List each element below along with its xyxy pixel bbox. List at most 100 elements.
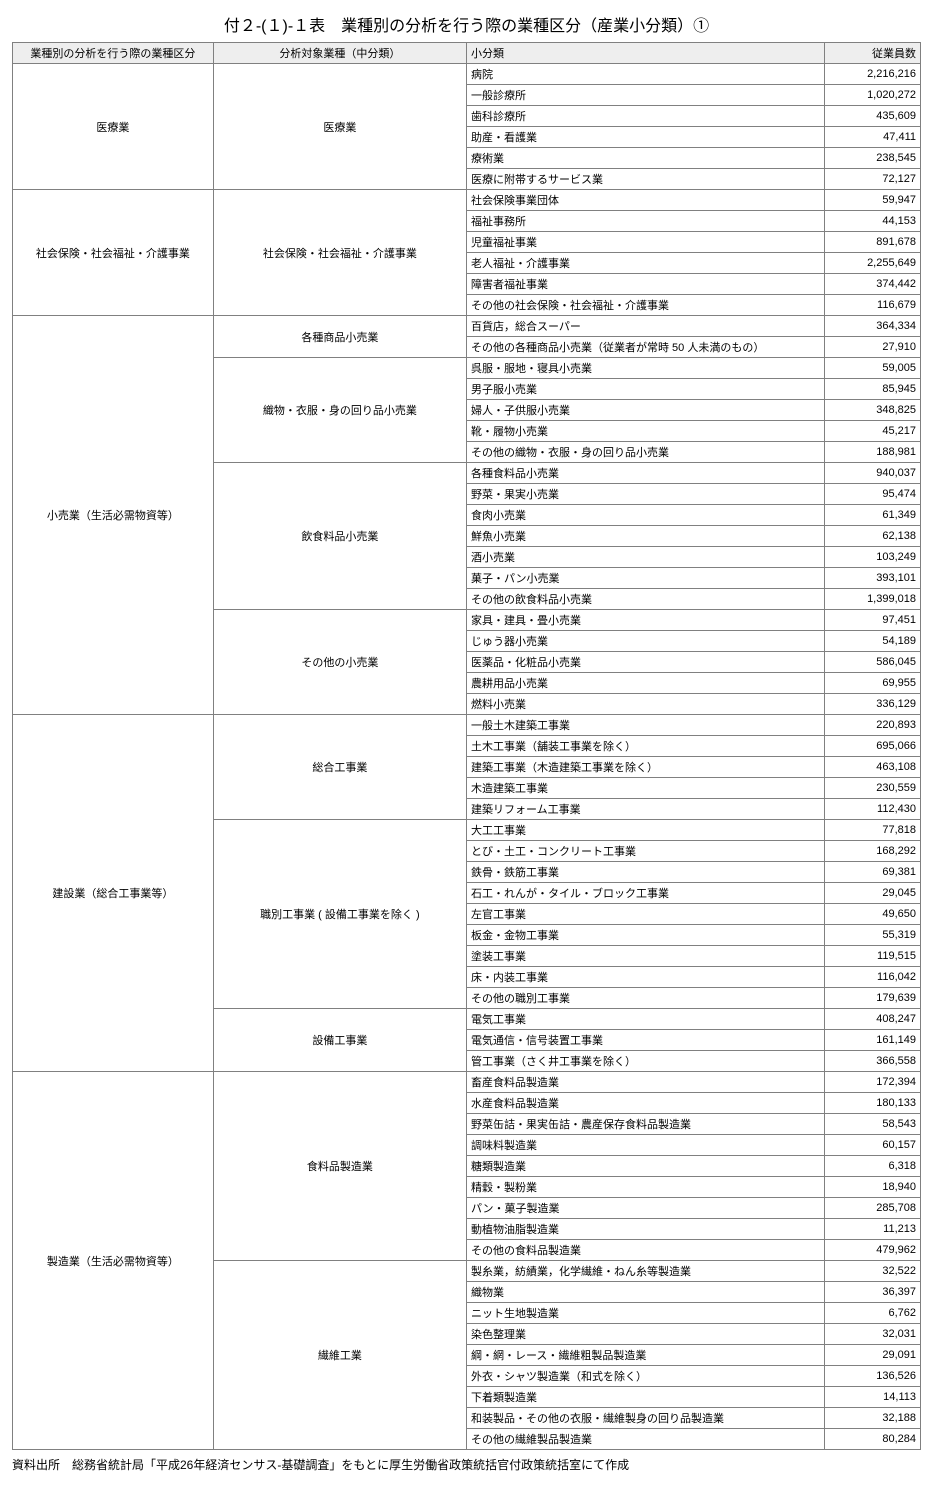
employees-cell: 695,066 — [824, 736, 920, 757]
subcategory-cell: 医療に附帯するサービス業 — [466, 169, 824, 190]
employees-cell: 45,217 — [824, 421, 920, 442]
employees-cell: 27,910 — [824, 337, 920, 358]
employees-cell: 393,101 — [824, 568, 920, 589]
midcategory-cell: その他の小売業 — [213, 610, 466, 715]
employees-cell: 374,442 — [824, 274, 920, 295]
subcategory-cell: パン・菓子製造業 — [466, 1198, 824, 1219]
subcategory-cell: 板金・金物工事業 — [466, 925, 824, 946]
employees-cell: 586,045 — [824, 652, 920, 673]
subcategory-cell: 福祉事務所 — [466, 211, 824, 232]
subcategory-cell: 電気工事業 — [466, 1009, 824, 1030]
employees-cell: 80,284 — [824, 1429, 920, 1450]
subcategory-cell: 精穀・製粉業 — [466, 1177, 824, 1198]
category-cell: 小売業（生活必需物資等） — [13, 316, 214, 715]
employees-cell: 112,430 — [824, 799, 920, 820]
table-row: 製造業（生活必需物資等）食料品製造業畜産食料品製造業172,394 — [13, 1072, 921, 1093]
subcategory-cell: 下着類製造業 — [466, 1387, 824, 1408]
employees-cell: 55,319 — [824, 925, 920, 946]
employees-cell: 2,255,649 — [824, 253, 920, 274]
subcategory-cell: 電気通信・信号装置工事業 — [466, 1030, 824, 1051]
employees-cell: 85,945 — [824, 379, 920, 400]
employees-cell: 47,411 — [824, 127, 920, 148]
subcategory-cell: 歯科診療所 — [466, 106, 824, 127]
midcategory-cell: 社会保険・社会福祉・介護事業 — [213, 190, 466, 316]
employees-cell: 18,940 — [824, 1177, 920, 1198]
employees-cell: 6,762 — [824, 1303, 920, 1324]
subcategory-cell: とび・土工・コンクリート工事業 — [466, 841, 824, 862]
employees-cell: 1,399,018 — [824, 589, 920, 610]
subcategory-cell: 社会保険事業団体 — [466, 190, 824, 211]
employees-cell: 119,515 — [824, 946, 920, 967]
subcategory-cell: 一般診療所 — [466, 85, 824, 106]
subcategory-cell: 靴・履物小売業 — [466, 421, 824, 442]
subcategory-cell: 百貨店，総合スーパー — [466, 316, 824, 337]
table-row: 社会保険・社会福祉・介護事業社会保険・社会福祉・介護事業社会保険事業団体59,9… — [13, 190, 921, 211]
employees-cell: 463,108 — [824, 757, 920, 778]
subcategory-cell: その他の飲食料品小売業 — [466, 589, 824, 610]
employees-cell: 11,213 — [824, 1219, 920, 1240]
employees-cell: 49,650 — [824, 904, 920, 925]
subcategory-cell: 鉄骨・鉄筋工事業 — [466, 862, 824, 883]
subcategory-cell: 呉服・服地・寝具小売業 — [466, 358, 824, 379]
employees-cell: 435,609 — [824, 106, 920, 127]
subcategory-cell: 和装製品・その他の衣服・繊維製身の回り品製造業 — [466, 1408, 824, 1429]
employees-cell: 366,558 — [824, 1051, 920, 1072]
subcategory-cell: その他の食料品製造業 — [466, 1240, 824, 1261]
category-cell: 製造業（生活必需物資等） — [13, 1072, 214, 1450]
subcategory-cell: その他の織物・衣服・身の回り品小売業 — [466, 442, 824, 463]
employees-cell: 58,543 — [824, 1114, 920, 1135]
subcategory-cell: その他の社会保険・社会福祉・介護事業 — [466, 295, 824, 316]
subcategory-cell: 左官工事業 — [466, 904, 824, 925]
employees-cell: 1,020,272 — [824, 85, 920, 106]
category-cell: 社会保険・社会福祉・介護事業 — [13, 190, 214, 316]
employees-cell: 116,042 — [824, 967, 920, 988]
subcategory-cell: 食肉小売業 — [466, 505, 824, 526]
employees-cell: 36,397 — [824, 1282, 920, 1303]
midcategory-cell: 食料品製造業 — [213, 1072, 466, 1261]
employees-cell: 32,188 — [824, 1408, 920, 1429]
midcategory-cell: 飲食料品小売業 — [213, 463, 466, 610]
header-col4: 従業員数 — [824, 43, 920, 64]
subcategory-cell: 男子服小売業 — [466, 379, 824, 400]
subcategory-cell: 燃料小売業 — [466, 694, 824, 715]
subcategory-cell: 管工事業（さく井工事業を除く） — [466, 1051, 824, 1072]
subcategory-cell: 各種食料品小売業 — [466, 463, 824, 484]
subcategory-cell: 水産食料品製造業 — [466, 1093, 824, 1114]
employees-cell: 336,129 — [824, 694, 920, 715]
employees-cell: 136,526 — [824, 1366, 920, 1387]
subcategory-cell: 調味料製造業 — [466, 1135, 824, 1156]
subcategory-cell: 床・内装工事業 — [466, 967, 824, 988]
subcategory-cell: ニット生地製造業 — [466, 1303, 824, 1324]
employees-cell: 188,981 — [824, 442, 920, 463]
subcategory-cell: 病院 — [466, 64, 824, 85]
subcategory-cell: 染色整理業 — [466, 1324, 824, 1345]
subcategory-cell: 石工・れんが・タイル・ブロック工事業 — [466, 883, 824, 904]
employees-cell: 6,318 — [824, 1156, 920, 1177]
midcategory-cell: 織物・衣服・身の回り品小売業 — [213, 358, 466, 463]
employees-cell: 69,381 — [824, 862, 920, 883]
table-row: 小売業（生活必需物資等）各種商品小売業百貨店，総合スーパー364,334 — [13, 316, 921, 337]
employees-cell: 180,133 — [824, 1093, 920, 1114]
subcategory-cell: 織物業 — [466, 1282, 824, 1303]
employees-cell: 940,037 — [824, 463, 920, 484]
subcategory-cell: 建築工事業（木造建築工事業を除く） — [466, 757, 824, 778]
subcategory-cell: 菓子・パン小売業 — [466, 568, 824, 589]
table-row: 医療業医療業病院2,216,216 — [13, 64, 921, 85]
employees-cell: 161,149 — [824, 1030, 920, 1051]
employees-cell: 54,189 — [824, 631, 920, 652]
header-col1: 業種別の分析を行う際の業種区分 — [13, 43, 214, 64]
subcategory-cell: 大工工事業 — [466, 820, 824, 841]
industry-table: 業種別の分析を行う際の業種区分 分析対象業種（中分類） 小分類 従業員数 医療業… — [12, 42, 921, 1450]
employees-cell: 59,005 — [824, 358, 920, 379]
header-col3: 小分類 — [466, 43, 824, 64]
employees-cell: 230,559 — [824, 778, 920, 799]
employees-cell: 479,962 — [824, 1240, 920, 1261]
midcategory-cell: 設備工事業 — [213, 1009, 466, 1072]
employees-cell: 285,708 — [824, 1198, 920, 1219]
employees-cell: 95,474 — [824, 484, 920, 505]
subcategory-cell: 野菜・果実小売業 — [466, 484, 824, 505]
employees-cell: 2,216,216 — [824, 64, 920, 85]
subcategory-cell: 家具・建具・畳小売業 — [466, 610, 824, 631]
subcategory-cell: 動植物油脂製造業 — [466, 1219, 824, 1240]
employees-cell: 72,127 — [824, 169, 920, 190]
